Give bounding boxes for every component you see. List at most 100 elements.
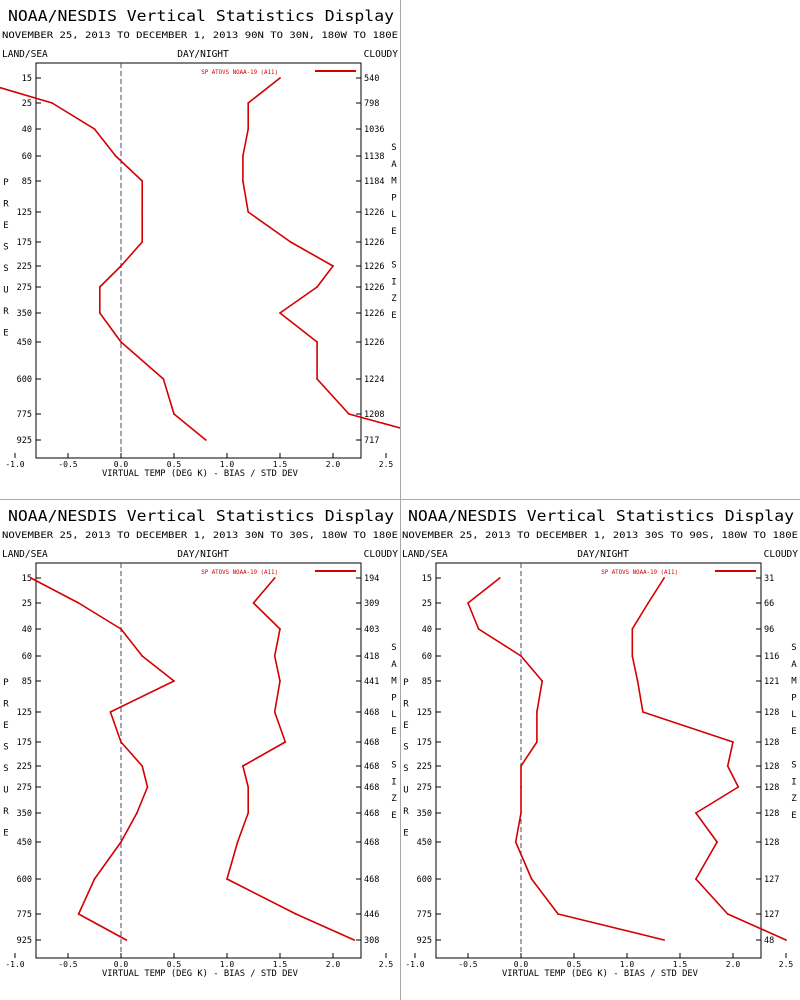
plot-frame	[35, 62, 362, 459]
sample-size-label: 194	[364, 574, 379, 584]
std-dev-data-point	[252, 602, 255, 604]
sample-size-label: 48	[764, 936, 774, 946]
sample-size-label: 1036	[364, 125, 384, 135]
bias-data-point	[498, 577, 501, 579]
pressure-axis-letter: U	[3, 286, 8, 296]
std-dev-data-point	[247, 102, 250, 104]
bias-data-point	[520, 786, 522, 788]
pressure-level-label: 125	[417, 708, 432, 718]
pressure-level-label: 60	[22, 152, 32, 162]
x-tick-label: 1.5	[273, 960, 288, 969]
sample-size-axis-letter: L	[391, 710, 396, 720]
sample-size-label: 128	[764, 838, 779, 848]
std-dev-data-point	[279, 312, 281, 314]
sample-size-label: 31	[764, 574, 774, 584]
pressure-level-label: 15	[22, 74, 32, 84]
sample-size-label: 418	[364, 652, 379, 662]
pressure-level-label: 40	[22, 625, 32, 635]
sample-size-label: 403	[364, 625, 379, 635]
x-tick-label: -0.5	[58, 960, 77, 969]
bias-data-point	[114, 155, 117, 157]
vertical-divider	[400, 0, 401, 1000]
std-dev-data-point	[295, 913, 297, 915]
pressure-level-label: 350	[417, 809, 432, 819]
std-dev-data-point	[247, 211, 250, 213]
sample-size-label: 1226	[364, 309, 384, 319]
bias-data-point	[173, 413, 175, 415]
cloudy-label: CLOUDY	[364, 49, 399, 60]
sample-size-axis-letter: S	[391, 643, 396, 653]
x-tick-label: -1.0	[405, 960, 424, 969]
std-dev-data-point	[663, 577, 665, 579]
x-tick-label: 1.0	[220, 960, 235, 969]
chart-panel-tropics: NOAA/NESDIS Vertical Statistics Display N…	[0, 500, 400, 1000]
sample-size-axis-letter: I	[391, 277, 396, 287]
bias-data-point	[125, 939, 128, 941]
std-dev-data-point	[279, 628, 281, 630]
x-tick-label: 2.5	[779, 960, 794, 969]
pressure-level-label: 450	[417, 838, 432, 848]
land-sea-label: LAND/SEA	[2, 549, 48, 560]
bias-data-point	[141, 241, 144, 243]
chart-subtitle: NOVEMBER 25, 2013 TO DECEMBER 1, 2013 90…	[2, 30, 398, 41]
pressure-level-label: 25	[22, 599, 32, 609]
chart-subtitle: NOVEMBER 25, 2013 TO DECEMBER 1, 2013 30…	[2, 530, 398, 541]
sample-size-label: 468	[364, 875, 379, 885]
sample-size-axis-letter: E	[791, 811, 796, 821]
bias-data-point	[98, 286, 101, 288]
sample-size-label: 468	[364, 762, 379, 772]
std-dev-series-line	[242, 77, 400, 429]
land-sea-label: LAND/SEA	[402, 549, 448, 560]
pressure-level-label: 350	[17, 809, 32, 819]
bias-data-point	[467, 602, 469, 604]
sample-size-label: 468	[364, 708, 379, 718]
bias-data-point	[120, 741, 122, 743]
pressure-axis-letter: E	[3, 721, 8, 731]
empty-quadrant	[400, 0, 800, 500]
sample-size-axis-letter: E	[391, 227, 396, 237]
sample-size-axis-letter: S	[391, 143, 396, 153]
sample-size-axis-letter: P	[791, 693, 797, 703]
sample-size-label: 127	[764, 875, 779, 885]
std-dev-data-point	[279, 680, 281, 682]
legend-label: SP ATOVS NOAA-19 (A11)	[201, 570, 278, 576]
pressure-level-label: 175	[17, 738, 32, 748]
std-dev-data-point	[289, 241, 292, 243]
sample-size-label: 1226	[364, 208, 384, 218]
pressure-axis-letter: R	[3, 807, 9, 817]
std-dev-data-point	[642, 711, 644, 713]
pressure-axis-letter: R	[3, 200, 9, 210]
sample-size-label: 1226	[364, 338, 384, 348]
bias-data-point	[141, 180, 144, 182]
pressure-level-label: 600	[17, 875, 32, 885]
bias-data-point	[120, 265, 122, 267]
std-dev-data-point	[695, 878, 697, 880]
std-dev-data-point	[242, 155, 244, 157]
pressure-axis-letter: E	[3, 829, 8, 839]
bias-data-point	[141, 765, 144, 767]
bias-data-point	[204, 439, 207, 441]
std-dev-series-line	[226, 577, 355, 941]
pressure-level-label: 275	[417, 783, 432, 793]
cloudy-label: CLOUDY	[764, 549, 799, 560]
sample-size-axis-letter: S	[391, 261, 396, 271]
x-tick-label: 1.5	[273, 460, 288, 469]
pressure-axis-letter: S	[3, 764, 8, 774]
std-dev-data-point	[273, 655, 276, 657]
pressure-level-label: 775	[17, 410, 32, 420]
bias-data-point	[146, 786, 149, 788]
horizontal-divider	[0, 499, 800, 500]
day-night-label: DAY/NIGHT	[177, 49, 229, 60]
bias-data-point	[520, 812, 522, 814]
x-tick-label: 2.0	[726, 960, 741, 969]
std-dev-data-point	[316, 378, 318, 380]
pressure-axis-letter: R	[403, 807, 409, 817]
sample-size-label: 540	[364, 74, 379, 84]
chart-title: NOAA/NESDIS Vertical Statistics Display	[8, 7, 394, 25]
pressure-level-label: 275	[17, 283, 32, 293]
cloudy-label: CLOUDY	[364, 549, 399, 560]
bias-data-point	[541, 680, 544, 682]
sample-size-axis-letter: M	[391, 177, 397, 187]
x-tick-label: 1.0	[620, 960, 635, 969]
bias-data-point	[141, 211, 144, 213]
